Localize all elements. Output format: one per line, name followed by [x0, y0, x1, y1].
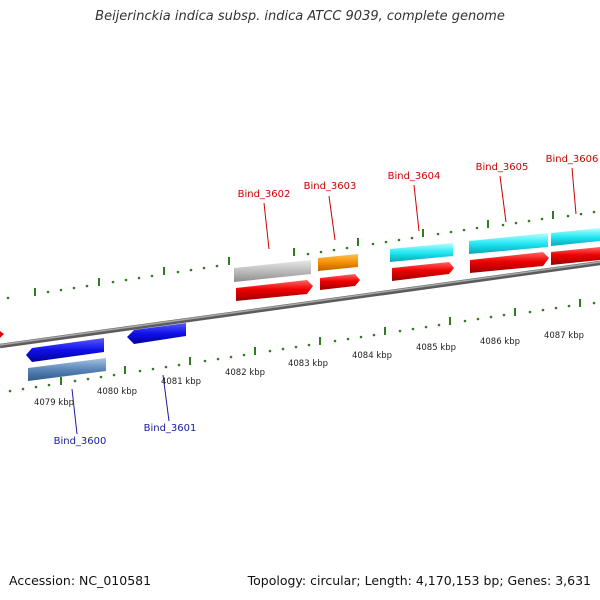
lower-tick-row: [8, 299, 596, 393]
leader-line-bind-3600: [71, 388, 78, 435]
gene-bind-3602-arrow[interactable]: [236, 280, 313, 301]
genome-backbone: [0, 260, 600, 349]
tick-label-4080: 4080 kbp: [97, 387, 137, 397]
gene-bind-3602-cog-block: [234, 260, 311, 282]
leader-line-bind-3604: [413, 184, 420, 232]
accession-label: Accession: NC_010581: [9, 573, 152, 588]
tick-label-4079: 4079 kbp: [34, 398, 74, 408]
leader-line-bind-3601: [162, 374, 170, 422]
leader-line-bind-3602: [263, 202, 270, 250]
tick-label-4085: 4085 kbp: [416, 343, 456, 353]
leader-line-bind-3606: [571, 167, 577, 215]
leader-line-bind-3605: [499, 175, 507, 223]
genome-summary: Topology: circular; Length: 4,170,153 bp…: [247, 573, 591, 588]
tick-label-4082: 4082 kbp: [225, 368, 265, 378]
partial-feature: [0, 331, 4, 338]
gene-label-bind-3606[interactable]: Bind_3606: [546, 154, 599, 165]
gene-bind-3604-cog-block: [390, 243, 453, 262]
gene-label-bind-3605[interactable]: Bind_3605: [476, 162, 529, 173]
gene-bind-3606-arrow[interactable]: [551, 247, 600, 265]
gene-bind-3604-arrow[interactable]: [392, 262, 454, 281]
gene-bind-3600-arrow[interactable]: [26, 338, 104, 362]
gene-label-bind-3604[interactable]: Bind_3604: [388, 171, 441, 182]
gene-bind-3601-arrow[interactable]: [127, 323, 186, 344]
gene-label-bind-3601[interactable]: Bind_3601: [144, 423, 197, 434]
genome-backbone-highlight: [0, 261, 600, 346]
genome-title: Beijerinckia indica subsp. indica ATCC 9…: [95, 9, 505, 24]
leader-line-bind-3603: [328, 195, 336, 241]
gene-bind-3603-arrow[interactable]: [320, 274, 360, 290]
gene-label-bind-3603[interactable]: Bind_3603: [304, 181, 357, 192]
tick-label-4086: 4086 kbp: [480, 337, 520, 347]
gene-bind-3606-cog-block: [551, 228, 600, 246]
gene-bind-3605-cog-block: [469, 233, 548, 254]
tick-label-4081: 4081 kbp: [161, 377, 201, 387]
upper-tick-row: [6, 210, 596, 300]
gene-label-bind-3600[interactable]: Bind_3600: [54, 436, 107, 447]
gene-bind-3605-arrow[interactable]: [470, 252, 549, 273]
tick-label-4083: 4083 kbp: [288, 359, 328, 369]
tick-label-4084: 4084 kbp: [352, 351, 392, 361]
tick-label-4087: 4087 kbp: [544, 331, 584, 341]
gene-bind-3600-cog-block: [28, 358, 106, 381]
gene-label-bind-3602[interactable]: Bind_3602: [238, 189, 291, 200]
gene-bind-3603-cog-block: [318, 254, 358, 271]
